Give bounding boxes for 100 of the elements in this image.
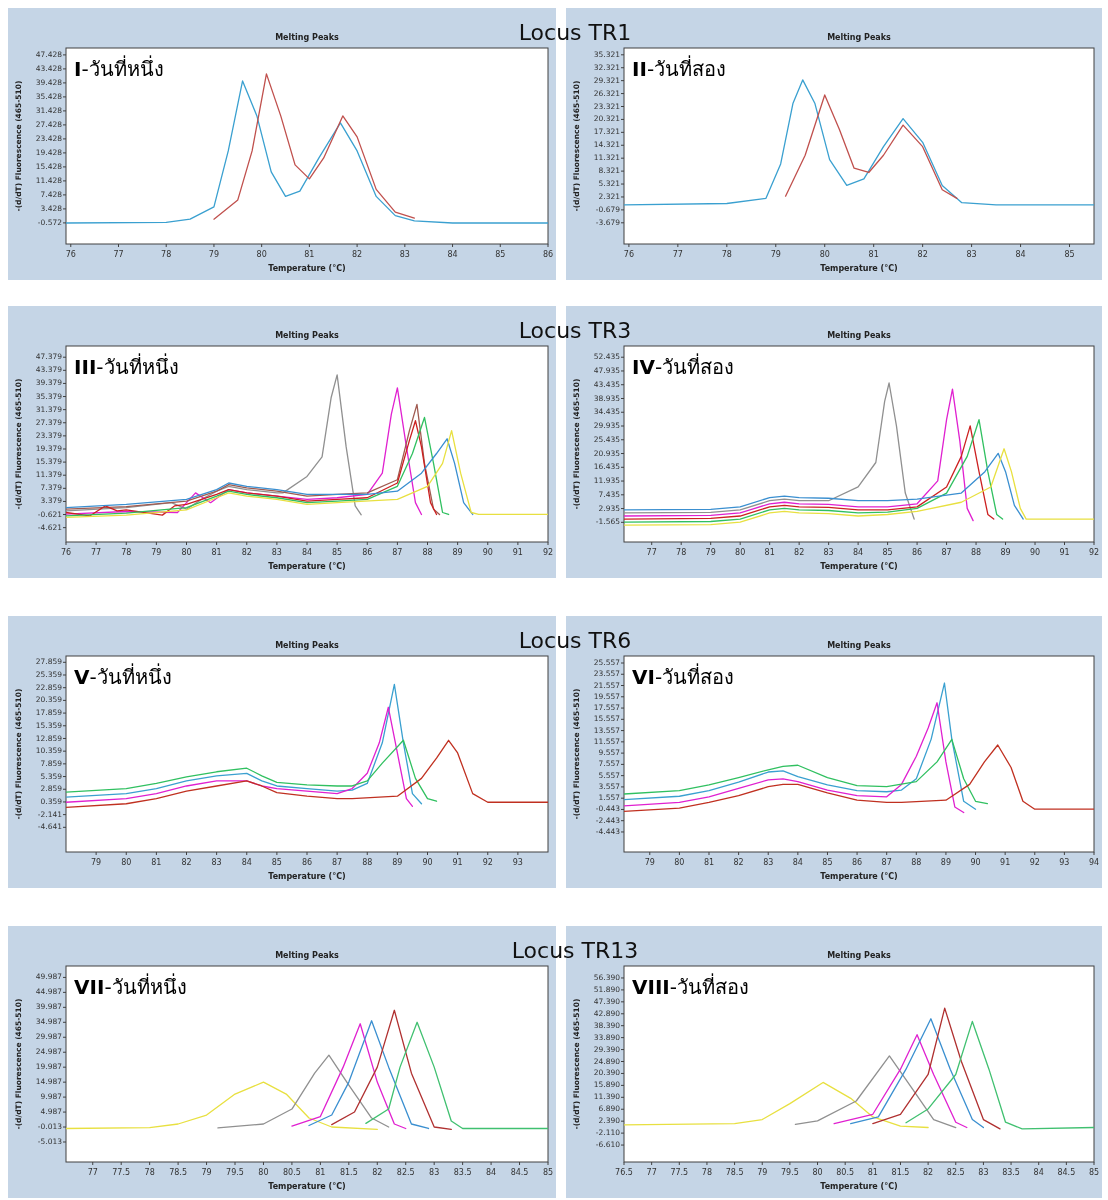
x-tick-label: 91 (512, 548, 523, 557)
x-axis-title: Temperature (°C) (820, 1182, 898, 1191)
x-tick-label: 84 (301, 548, 313, 557)
x-tick-label: 81 (867, 1168, 878, 1177)
x-tick-label: 78.5 (169, 1168, 188, 1177)
line-series (331, 1009, 452, 1131)
line-series (624, 79, 1094, 206)
x-tick-label: 84 (1033, 1168, 1044, 1177)
line-series (291, 1023, 407, 1130)
x-tick-label: 81 (315, 1168, 326, 1177)
chart-title: Melting Peaks (827, 641, 892, 650)
x-tick-label: 90 (422, 858, 433, 867)
x-tick-label: 80 (181, 548, 192, 557)
x-tick-label: 76.5 (615, 1168, 633, 1177)
x-tick-label: 78 (676, 548, 687, 557)
x-tick-label: 77 (646, 548, 657, 557)
x-tick-label: 77 (672, 250, 683, 259)
x-axis-title: Temperature (°C) (820, 872, 898, 881)
text: Locus TR13 (511, 938, 639, 963)
text: VIII-วันที่สอง (632, 973, 750, 999)
x-tick-label: 77.5 (112, 1168, 131, 1177)
text: Locus TR1 (518, 20, 632, 45)
x-tick-label: 79 (644, 858, 655, 867)
x-tick-label: 76 (65, 250, 76, 259)
x-tick-label: 83 (978, 1168, 989, 1177)
x-axis-title: Temperature (°C) (268, 562, 346, 571)
x-tick-label: 83.5 (453, 1168, 472, 1177)
x-tick-label: 79 (91, 858, 102, 867)
x-axis-title: Temperature (°C) (820, 264, 898, 273)
x-tick-label: 77.5 (670, 1168, 689, 1177)
x-tick-label: 79 (757, 1168, 768, 1177)
x-tick-label: 82 (241, 548, 252, 557)
line-series (308, 1020, 430, 1130)
x-tick-label: 79 (705, 548, 716, 557)
text: VII-วันที่หนึ่ง (74, 973, 187, 999)
x-tick-label: 81 (868, 250, 879, 259)
line-series (66, 80, 548, 224)
x-tick-label: 80 (121, 858, 132, 867)
text: Locus TR3 (518, 318, 632, 343)
x-tick-label: 76 (60, 548, 72, 557)
x-tick-label: 83.5 (1002, 1168, 1020, 1177)
x-tick-label: 92 (482, 858, 493, 867)
x-tick-label: 87 (941, 548, 952, 557)
line-series (217, 1054, 390, 1129)
x-tick-label: 81 (703, 858, 715, 867)
x-tick-label: 82.5 (946, 1168, 965, 1177)
x-tick-label: 79 (151, 548, 162, 557)
x-tick-label: 88 (970, 548, 982, 557)
x-axis-title: Temperature (°C) (268, 264, 346, 273)
x-tick-label: 81 (304, 250, 315, 259)
chart-title: Melting Peaks (827, 951, 892, 960)
x-tick-label: 86 (911, 548, 923, 557)
line-series (66, 739, 548, 808)
x-tick-label: 81 (764, 548, 775, 557)
line-series (784, 94, 958, 199)
x-tick-label: 77 (87, 1168, 98, 1177)
x-tick-label: 85 (332, 548, 343, 557)
x-tick-label: 76 (623, 250, 634, 259)
chart-title: Melting Peaks (275, 331, 340, 340)
x-tick-label: 80 (812, 1168, 823, 1177)
x-tick-label: 81.5 (891, 1168, 910, 1177)
line-series (905, 1020, 1094, 1130)
x-tick-label: 85 (495, 250, 506, 259)
line-series (850, 1018, 985, 1129)
x-tick-label: 87 (332, 858, 343, 867)
x-tick-label: 90 (970, 858, 981, 867)
x-tick-label: 77 (113, 250, 124, 259)
x-tick-label: 82 (923, 1168, 934, 1177)
x-tick-label: 87 (392, 548, 403, 557)
x-tick-label: 83 (211, 858, 222, 867)
x-tick-label: 89 (1000, 548, 1011, 557)
x-tick-label: 91 (452, 858, 463, 867)
x-tick-label: 88 (911, 858, 922, 867)
x-tick-label: 93 (1059, 858, 1070, 867)
line-series (624, 1081, 929, 1129)
x-tick-label: 84 (792, 858, 803, 867)
x-tick-label: 77 (646, 1168, 657, 1177)
x-tick-label: 85 (1064, 250, 1075, 259)
x-tick-label: 81.5 (339, 1168, 358, 1177)
x-tick-label: 90 (482, 548, 493, 557)
text: III-วันที่หนึ่ง (74, 353, 179, 379)
chart-title: Melting Peaks (275, 641, 340, 650)
x-tick-label: 91 (1000, 858, 1011, 867)
line-series (833, 1034, 968, 1129)
chart-title: Melting Peaks (827, 331, 892, 340)
x-tick-label: 81 (211, 548, 222, 557)
x-tick-label: 78 (721, 250, 732, 259)
x-tick-label: 83 (429, 1168, 440, 1177)
line-series (66, 683, 423, 805)
x-tick-label: 87 (881, 858, 892, 867)
chart-title: Melting Peaks (275, 33, 340, 42)
x-tick-label: 89 (940, 858, 952, 867)
x-tick-label: 86 (542, 250, 554, 259)
x-tick-label: 84 (853, 548, 864, 557)
x-tick-label: 84.5 (510, 1168, 529, 1177)
x-tick-label: 94 (1088, 858, 1100, 867)
x-tick-label: 83 (966, 250, 977, 259)
x-tick-label: 90 (1029, 548, 1041, 557)
x-tick-label: 82 (181, 858, 192, 867)
x-tick-label: 82 (372, 1168, 383, 1177)
